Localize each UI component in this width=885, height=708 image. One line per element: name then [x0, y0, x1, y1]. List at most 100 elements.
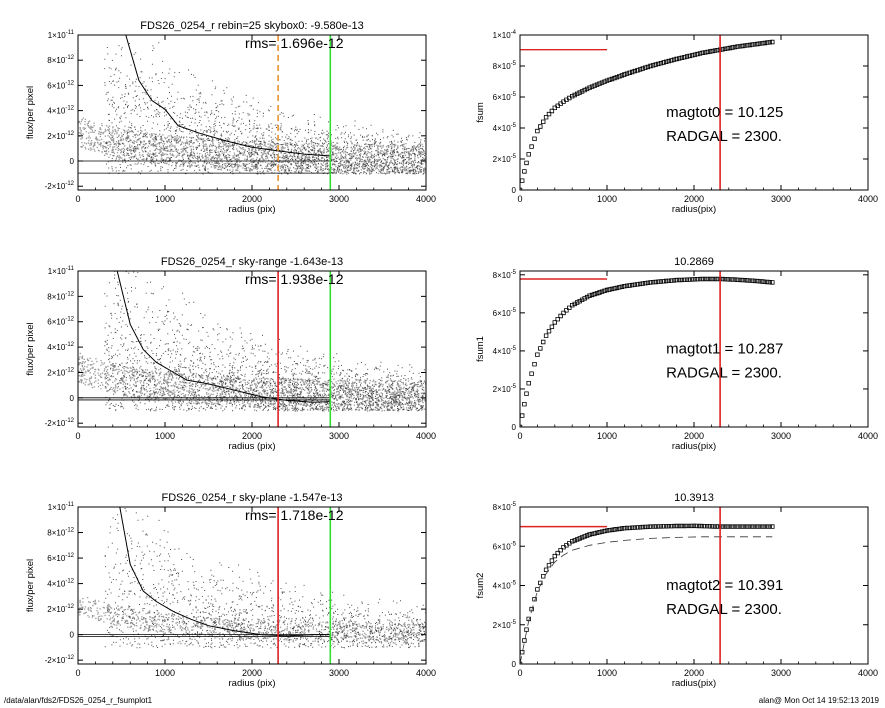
- plot-area-profile3: [78, 507, 426, 664]
- plot-area-profile1: [78, 35, 426, 190]
- x-tick-label: 3000: [771, 431, 791, 441]
- scatter-points: [78, 271, 426, 412]
- scatter-light-points: [78, 352, 426, 412]
- y-tick-label: 1×10-11: [48, 266, 75, 276]
- scatter-dark-points: [104, 271, 426, 412]
- y-tick-label: 8×10-5: [493, 61, 517, 71]
- y-tick-label: 6×10-5: [493, 92, 517, 102]
- fsum-curve: [520, 39, 775, 190]
- y-tick-label: 2×10-5: [493, 154, 517, 164]
- chart-profile1: rms= 1.696e-12 0 1000 2000 3000 4000 1×10-11 8×…: [25, 20, 436, 215]
- x-axis-label: radius(pix): [672, 204, 716, 215]
- y-tick-label: 6×10-12: [47, 80, 74, 90]
- annotation-line-1: RADGAL = 2300.: [666, 365, 782, 382]
- plot-area-fsum2: [520, 507, 775, 664]
- y-axis-label: fsum2: [475, 573, 486, 599]
- y-axis-label: flux/per pixel: [25, 559, 36, 612]
- annotation-line-1: RADGAL = 2300.: [666, 128, 782, 145]
- rms-annotation: rms= 1.696e-12: [245, 35, 344, 51]
- y-tick-label: -2×10-12: [45, 418, 75, 428]
- y-tick-label: 8×10-12: [47, 55, 74, 65]
- chart-profile3: rms= 1.718e-12 0 1000 2000 3000 4000 1×10-11 8×…: [25, 492, 436, 689]
- x-tick-label: 4000: [416, 668, 436, 678]
- x-tick-label: 4000: [858, 194, 878, 204]
- x-tick-label: 2000: [684, 431, 704, 441]
- y-tick-label: 0: [512, 423, 517, 432]
- x-tick-label: 0: [75, 668, 80, 678]
- chart-title: FDS26_0254_r sky-range -1.643e-13: [161, 256, 343, 268]
- y-tick-label: 4×10-5: [493, 346, 517, 356]
- y-tick-label: -2×10-12: [45, 655, 75, 665]
- scatter-light-points: [78, 117, 426, 175]
- profile-line: [116, 271, 331, 403]
- fsum-curve: [520, 523, 775, 664]
- chart-fsum1: magtot1 = 10.287 RADGAL = 2300. 0 1000 2000 3…: [475, 256, 878, 452]
- y-tick-label: 0: [512, 660, 517, 669]
- y-tick-label: 8×10-5: [493, 270, 517, 280]
- x-axis-label: radius (pix): [229, 678, 276, 689]
- x-tick-label: 2000: [242, 668, 262, 678]
- y-axis-label: flux/per pixel: [25, 86, 36, 139]
- x-tick-label: 0: [75, 194, 80, 204]
- profile-line: [119, 507, 331, 637]
- chart-fsum0: magtot0 = 10.125 RADGAL = 2300. 0 1000 2000 3…: [475, 30, 878, 215]
- y-tick-label: 4×10-12: [47, 342, 74, 352]
- x-tick-label: 4000: [416, 431, 436, 441]
- y-tick-label: 6×10-12: [47, 553, 74, 563]
- x-tick-label: 0: [517, 431, 522, 441]
- x-tick-label: 3000: [329, 668, 349, 678]
- y-tick-label: 2×10-5: [493, 384, 517, 394]
- x-tick-label: 2000: [684, 194, 704, 204]
- annotation-line-1: RADGAL = 2300.: [666, 601, 782, 618]
- scatter-points: [78, 42, 426, 175]
- annotation-line-0: magtot1 = 10.287: [666, 341, 783, 358]
- rms-annotation: rms= 1.718e-12: [245, 507, 344, 523]
- x-tick-label: 0: [517, 194, 522, 204]
- x-axis-label: radius(pix): [672, 678, 716, 689]
- x-tick-label: 3000: [329, 431, 349, 441]
- x-tick-label: 1000: [597, 194, 617, 204]
- x-tick-label: 3000: [329, 194, 349, 204]
- fsum-squares: [520, 276, 775, 427]
- y-tick-label: 2×10-12: [47, 367, 74, 377]
- y-axis-label: fsum: [475, 102, 486, 123]
- x-axis-label: radius(pix): [672, 441, 716, 452]
- fsum-squares: [520, 39, 775, 190]
- x-tick-label: 2000: [684, 668, 704, 678]
- x-tick-label: 4000: [858, 668, 878, 678]
- y-tick-label: 8×10-5: [493, 502, 517, 512]
- rms-annotation: rms= 1.938e-12: [245, 271, 344, 287]
- plot-area-fsum0: [520, 35, 775, 190]
- plot-area-profile2: [78, 271, 426, 427]
- y-tick-label: 6×10-5: [493, 541, 517, 551]
- y-tick-label: 0: [512, 186, 517, 195]
- scatter-light-points: [78, 597, 426, 643]
- x-tick-label: 1000: [155, 194, 175, 204]
- scatter-points: [78, 508, 426, 649]
- y-tick-label: 4×10-5: [493, 123, 517, 133]
- footer-timestamp: alan@ Mon Oct 14 19:52:13 2019: [758, 696, 879, 705]
- y-tick-label: 1×10-11: [48, 502, 75, 512]
- y-axis-label: fsum1: [475, 336, 486, 362]
- y-tick-label: 4×10-12: [47, 579, 74, 589]
- y-tick-label: 1×10-11: [48, 30, 75, 40]
- x-tick-label: 1000: [597, 431, 617, 441]
- x-tick-label: 4000: [858, 431, 878, 441]
- x-tick-label: 1000: [155, 431, 175, 441]
- x-tick-label: 1000: [155, 668, 175, 678]
- x-tick-label: 1000: [597, 668, 617, 678]
- y-tick-label: 2×10-12: [47, 604, 74, 614]
- annotation-line-0: magtot2 = 10.391: [666, 577, 783, 594]
- plot-frame: [77, 506, 427, 665]
- x-axis-label: radius (pix): [229, 204, 276, 215]
- chart-title: FDS26_0254_r sky-plane -1.547e-13: [161, 492, 342, 504]
- y-tick-label: 2×10-5: [493, 620, 517, 630]
- y-tick-label: 6×10-12: [47, 317, 74, 327]
- fsum-curve: [520, 276, 775, 427]
- x-tick-label: 0: [75, 431, 80, 441]
- y-tick-label: 0: [70, 631, 75, 640]
- x-tick-label: 0: [517, 668, 522, 678]
- annotation-line-0: magtot0 = 10.125: [666, 104, 783, 121]
- y-axis-label: flux/per pixel: [25, 322, 36, 375]
- plot-area-fsum1: [520, 271, 775, 427]
